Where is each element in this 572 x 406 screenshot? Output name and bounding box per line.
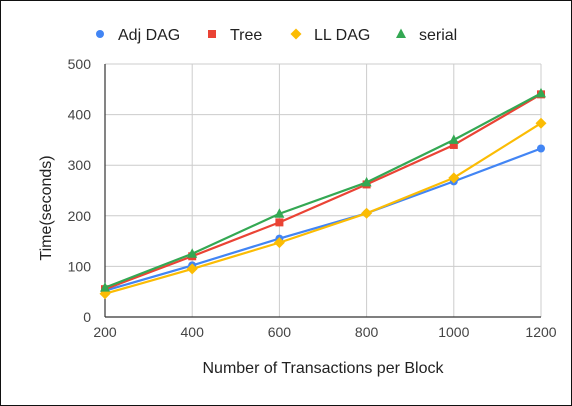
- data-point-serial: [274, 208, 285, 218]
- legend-marker-ll-dag: [290, 28, 302, 40]
- y-tick-label: 100: [68, 258, 92, 274]
- legend: Adj DAG Tree LL DAG serial: [96, 27, 457, 44]
- y-tick-label: 500: [68, 56, 92, 72]
- data-point-ll-dag: [186, 263, 198, 275]
- x-tick-label: 200: [93, 324, 117, 340]
- x-tick-label: 1000: [438, 324, 469, 340]
- data-point-ll-dag: [448, 172, 460, 184]
- y-axis-title: Time(seconds): [38, 155, 55, 260]
- data-point-serial: [448, 134, 459, 144]
- x-axis-title: Number of Transactions per Block: [203, 360, 445, 377]
- series-serial: [100, 87, 546, 292]
- y-tick-label: 300: [68, 157, 92, 173]
- grid: [105, 63, 542, 317]
- data-point-serial: [187, 248, 198, 258]
- legend-label: serial: [419, 27, 457, 44]
- axes: 0 100 200 300 400 500 200 400 600 800 1000 1200: [68, 56, 557, 340]
- legend-item-adj-dag: Adj DAG: [96, 27, 180, 44]
- x-tick-label: 800: [355, 324, 379, 340]
- legend-label: LL DAG: [314, 27, 370, 44]
- legend-marker-adj-dag: [96, 30, 104, 38]
- legend-label: Adj DAG: [118, 27, 180, 44]
- series-line-tree: [104, 93, 542, 291]
- data-point-adj-dag: [537, 144, 545, 153]
- legend-marker-serial: [396, 28, 406, 38]
- legend-item-serial: serial: [396, 27, 457, 44]
- series-line-adj-dag: [104, 147, 542, 292]
- data-point-serial: [536, 87, 546, 98]
- x-tick-label: 400: [181, 324, 205, 340]
- legend-label: Tree: [230, 27, 262, 44]
- x-tick-label: 600: [268, 324, 292, 340]
- series-layer: [99, 87, 547, 300]
- legend-item-ll-dag: LL DAG: [290, 27, 370, 44]
- legend-item-tree: Tree: [208, 27, 262, 44]
- series-line-serial: [104, 92, 542, 289]
- y-tick-label: 400: [68, 107, 92, 123]
- data-point-ll-dag: [361, 207, 373, 219]
- y-tick-label: 200: [68, 208, 92, 224]
- legend-marker-tree: [208, 30, 216, 38]
- data-point-tree: [449, 140, 458, 149]
- data-point-tree: [275, 218, 284, 227]
- series-line-ll-dag: [104, 122, 542, 295]
- x-tick-label: 1200: [525, 324, 556, 340]
- series-adj-dag: [101, 144, 545, 295]
- data-point-serial: [100, 282, 110, 292]
- data-point-ll-dag: [535, 117, 547, 129]
- y-tick-label: 0: [83, 309, 91, 325]
- data-point-serial: [361, 176, 372, 187]
- data-point-ll-dag: [273, 237, 285, 249]
